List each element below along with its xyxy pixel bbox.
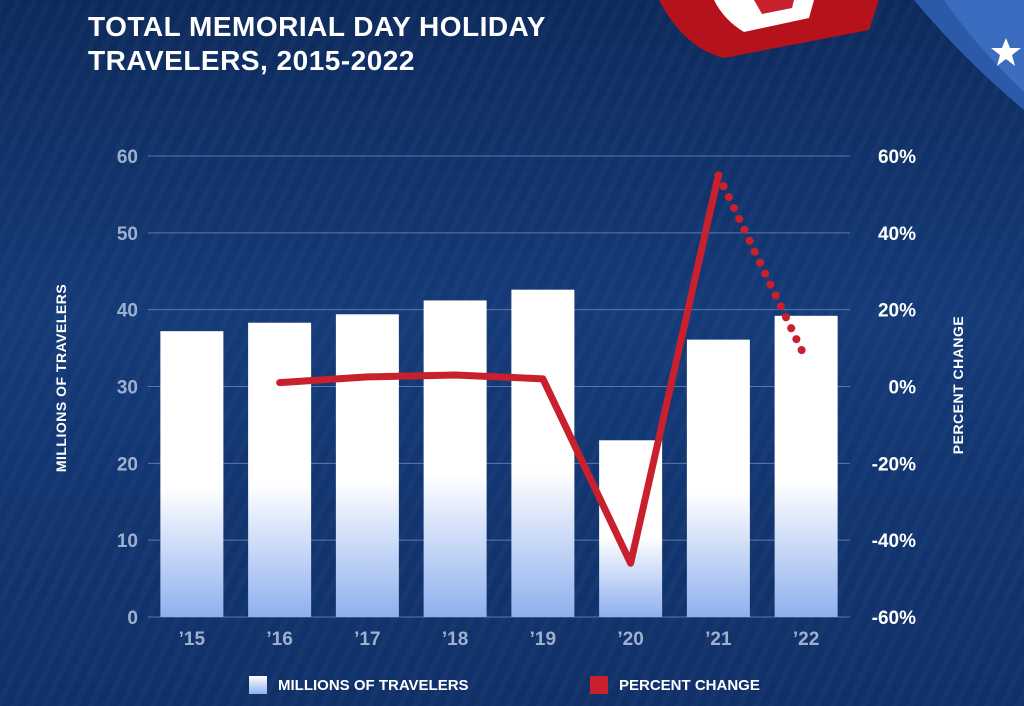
legend-label-travelers: MILLIONS OF TRAVELERS xyxy=(278,676,469,694)
y-axis-title-right: PERCENT CHANGE xyxy=(950,315,966,455)
x-tick-label: ’17 xyxy=(354,629,380,650)
y-tick-label-right: -60% xyxy=(872,608,916,629)
bar-6 xyxy=(686,339,750,617)
legend-swatch-line xyxy=(590,676,608,694)
y-tick-label-left: 20 xyxy=(117,454,138,475)
x-tick-label: ’22 xyxy=(793,629,819,650)
y-tick-label-left: 40 xyxy=(117,301,138,322)
x-tick-label: ’16 xyxy=(266,629,292,650)
american-flag-decoration xyxy=(659,0,1024,110)
line-series xyxy=(276,171,811,567)
x-tick-label: ’19 xyxy=(530,629,556,650)
y-tick-label-right: 0% xyxy=(889,378,917,399)
percent-change-line-solid xyxy=(276,171,722,567)
legend-item-travelers: MILLIONS OF TRAVELERS xyxy=(249,676,469,694)
x-tick-label: ’20 xyxy=(617,629,643,650)
bar-series xyxy=(160,289,838,617)
y-tick-label-left: 60 xyxy=(117,147,138,168)
y-tick-label-left: 50 xyxy=(117,224,138,245)
legend: MILLIONS OF TRAVELERS PERCENT CHANGE xyxy=(0,672,1024,702)
bar-0 xyxy=(160,331,224,617)
tick-labels: 0 10 20 30 40 50 60 -60% -40% -20% 0% 20% 40% 60% ’15 ’… xyxy=(117,147,916,650)
y-tick-label-left: 10 xyxy=(117,531,138,552)
chart-title-line2: TRAVELERS, 2015-2022 xyxy=(88,45,415,76)
legend-item-percent-change: PERCENT CHANGE xyxy=(590,676,760,694)
y-tick-label-left: 0 xyxy=(127,608,138,629)
y-tick-label-right: 40% xyxy=(878,224,916,245)
bar-3 xyxy=(423,300,487,617)
y-tick-label-right: 20% xyxy=(878,301,916,322)
x-tick-label: ’15 xyxy=(179,629,206,650)
bar-4 xyxy=(511,289,575,617)
legend-swatch-bar xyxy=(249,676,267,694)
percent-change-line-dotted xyxy=(714,171,811,364)
legend-label-percent-change: PERCENT CHANGE xyxy=(619,676,760,694)
x-tick-label: ’18 xyxy=(442,629,468,650)
bar-7 xyxy=(774,315,838,617)
y-tick-label-left: 30 xyxy=(117,378,138,399)
x-tick-label: ’21 xyxy=(705,629,732,650)
bar-2 xyxy=(335,314,399,617)
y-axis-title-left: MILLIONS OF TRAVELERS xyxy=(53,283,69,473)
bar-1 xyxy=(248,322,312,617)
chart-title-line1: TOTAL MEMORIAL DAY HOLIDAY xyxy=(88,11,546,42)
y-tick-label-right: -40% xyxy=(872,531,916,552)
y-tick-label-right: -20% xyxy=(872,454,916,475)
chart-title: TOTAL MEMORIAL DAY HOLIDAY TRAVELERS, 20… xyxy=(88,10,546,78)
y-tick-label-right: 60% xyxy=(878,147,916,168)
